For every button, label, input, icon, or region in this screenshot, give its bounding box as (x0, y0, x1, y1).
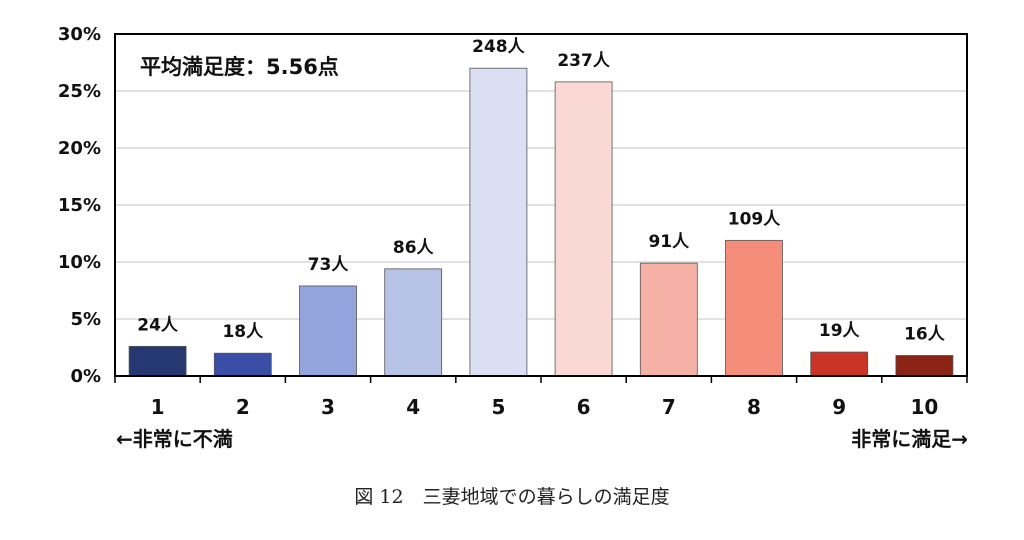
y-tick-label: 5% (70, 309, 101, 330)
y-tick-label: 15% (58, 195, 101, 216)
left-axis-note: ←非常に不満 (116, 427, 233, 451)
category-label: 3 (321, 395, 335, 419)
bar (895, 355, 954, 377)
data-label: 91人 (648, 232, 690, 252)
data-label: 24人 (137, 315, 179, 335)
bar (810, 351, 869, 377)
data-label: 73人 (308, 255, 350, 275)
data-label: 109人 (728, 209, 781, 229)
gridlines (115, 90, 967, 320)
bar (639, 262, 698, 377)
bar (384, 268, 443, 377)
category-label: 8 (747, 395, 761, 419)
y-tick-label: 20% (58, 138, 101, 159)
bar (213, 352, 272, 377)
bar (554, 81, 613, 377)
category-label: 1 (151, 395, 165, 419)
data-label: 237人 (557, 51, 610, 71)
bar (725, 239, 783, 377)
data-label: 18人 (222, 322, 264, 342)
y-tick-label: 0% (70, 366, 101, 387)
data-labels: 24人 18人 73人 86人 248人 237人 91人 109人 19人 16人 (137, 37, 945, 344)
category-label: 10 (910, 395, 938, 419)
data-label: 16人 (904, 324, 946, 344)
bar (299, 285, 357, 377)
category-label: 7 (662, 395, 676, 419)
right-axis-note: 非常に満足→ (851, 427, 968, 451)
category-label: 2 (236, 395, 250, 419)
category-labels: 1 2 3 4 5 6 7 8 9 10 (151, 395, 939, 419)
figure-caption: 図 12 三妻地域での暮らしの満足度 (354, 486, 669, 508)
data-label: 19人 (819, 321, 861, 341)
average-annotation: 平均満足度：5.56点 (140, 55, 339, 79)
y-tick-label: 25% (58, 81, 101, 102)
category-label: 6 (577, 395, 591, 419)
y-tick-label: 10% (58, 252, 101, 273)
x-axis-ticks (114, 376, 968, 383)
category-label: 5 (491, 395, 505, 419)
y-tick-labels: 0% 5% 10% 15% 20% 25% 30% (58, 24, 101, 387)
y-tick-label: 30% (58, 24, 101, 45)
data-label: 248人 (472, 37, 525, 57)
bar (128, 345, 187, 377)
data-label: 86人 (393, 238, 435, 258)
category-label: 9 (832, 395, 846, 419)
category-label: 4 (406, 395, 420, 419)
bar (469, 67, 528, 377)
bars (128, 67, 954, 377)
